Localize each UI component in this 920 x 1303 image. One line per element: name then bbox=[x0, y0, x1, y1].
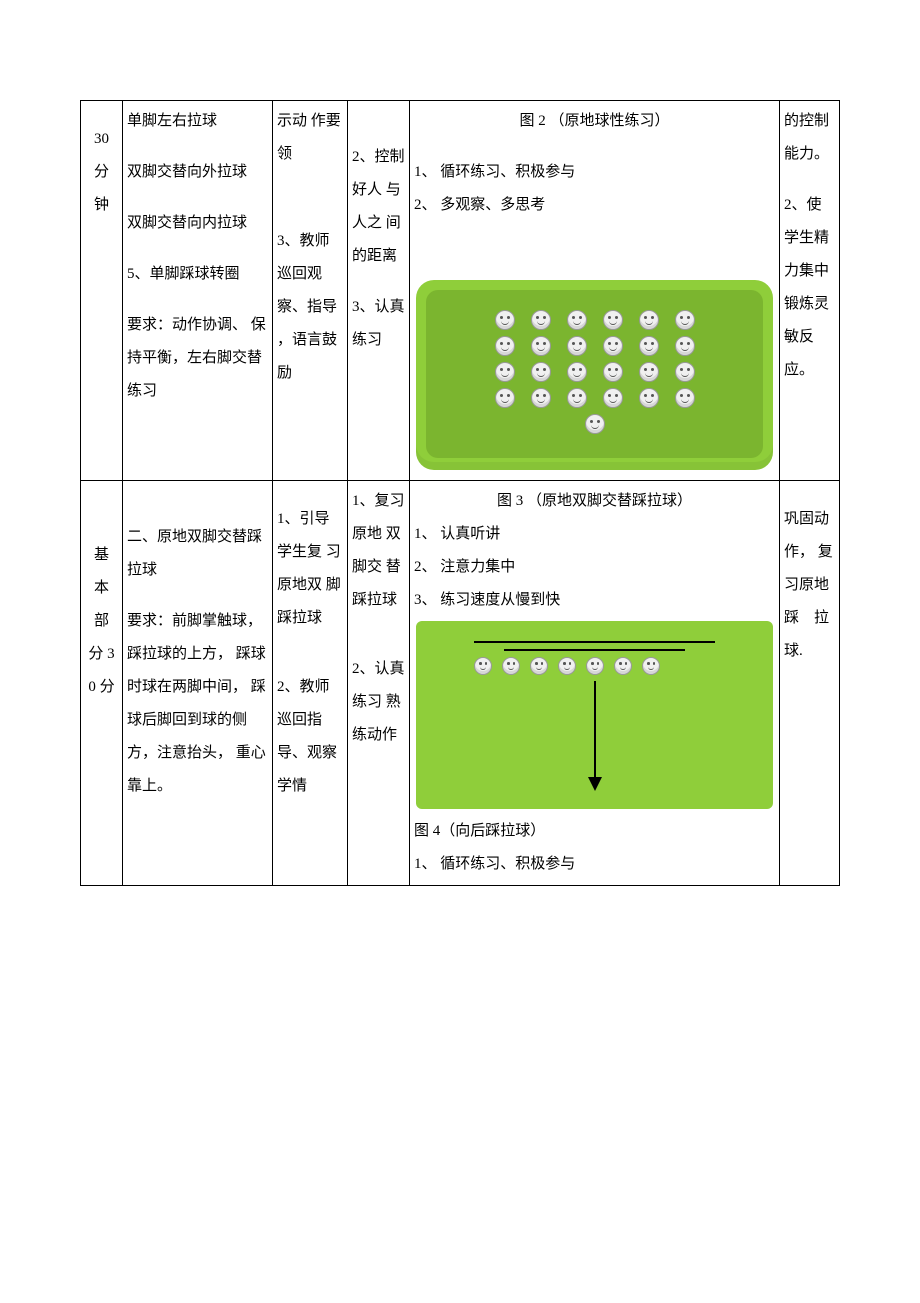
dot-row bbox=[436, 388, 753, 408]
student-dot-icon bbox=[502, 657, 520, 675]
field-line bbox=[504, 649, 685, 651]
figure-4-field bbox=[416, 621, 773, 809]
org-line: 1、 循环练习、积极参与 bbox=[414, 848, 775, 881]
student-dot-icon bbox=[495, 336, 515, 356]
cell-teach: 示动 作要领 3、教师巡回观 察、指导 ，语言鼓励 bbox=[273, 101, 348, 481]
dot-row bbox=[436, 362, 753, 382]
figure-caption: 图 3 （原地双脚交替踩拉球） bbox=[414, 485, 775, 518]
table-row: 基 本 部 分 30 分 二、原地双脚交替踩拉球 要求：前脚掌触球，踩拉球的上方… bbox=[81, 481, 840, 886]
learn-line: 3、认真练习 bbox=[352, 291, 405, 357]
content-requirement: 要求：动作协调、 保持平衡，左右脚交替练习 bbox=[127, 309, 268, 408]
content-line: 5、单脚踩球转圈 bbox=[127, 258, 268, 291]
student-dot-icon bbox=[675, 310, 695, 330]
teach-line: 2、教师巡回指 导、观察学情 bbox=[277, 671, 343, 803]
student-dot-icon bbox=[495, 362, 515, 382]
student-dot-icon bbox=[603, 388, 623, 408]
cell-teach: 1、引导学生复 习原地双 脚踩拉球 2、教师巡回指 导、观察学情 bbox=[273, 481, 348, 886]
cell-org: 图 2 （原地球性练习） 1、 循环练习、积极参与 2、 多观察、多思考 bbox=[410, 101, 780, 481]
student-dot-icon bbox=[531, 388, 551, 408]
student-dot-icon bbox=[614, 657, 632, 675]
teach-line: 示动 作要领 bbox=[277, 105, 343, 171]
content-requirement: 要求：前脚掌触球，踩拉球的上方， 踩球时球在两脚中间， 踩球后脚回到球的侧方，注… bbox=[127, 605, 268, 803]
student-dot-icon bbox=[603, 310, 623, 330]
student-dot-icon bbox=[675, 362, 695, 382]
cell-goal: 巩固动作， 复习原地踩 拉球. bbox=[780, 481, 840, 886]
student-dot-icon bbox=[675, 336, 695, 356]
student-dot-icon bbox=[531, 362, 551, 382]
org-line: 3、 练习速度从慢到快 bbox=[414, 584, 775, 617]
teach-line: 1、引导学生复 习原地双 脚踩拉球 bbox=[277, 503, 343, 635]
learn-line: 1、复习原地 双脚交 替踩拉球 bbox=[352, 485, 405, 617]
student-dot-icon bbox=[639, 310, 659, 330]
student-dot-icon bbox=[558, 657, 576, 675]
student-dot-icon bbox=[567, 310, 587, 330]
student-dot-icon bbox=[639, 388, 659, 408]
cell-learn: 1、复习原地 双脚交 替踩拉球 2、认真练习 熟练动作 bbox=[348, 481, 410, 886]
student-dot-icon bbox=[567, 336, 587, 356]
time-label: 基 本 部 分 30 分 bbox=[85, 539, 118, 704]
teach-line: 3、教师巡回观 察、指导 ，语言鼓励 bbox=[277, 225, 343, 390]
cell-learn: 2、控制好人 与人之 间的距离 3、认真练习 bbox=[348, 101, 410, 481]
student-dot-icon bbox=[474, 657, 492, 675]
student-dot-icon bbox=[675, 388, 695, 408]
student-dot-icon bbox=[495, 310, 515, 330]
content-line: 单脚左右拉球 bbox=[127, 105, 268, 138]
learn-line: 2、控制好人 与人之 间的距离 bbox=[352, 141, 405, 273]
student-dot-icon bbox=[586, 657, 604, 675]
cell-time: 基 本 部 分 30 分 bbox=[81, 481, 123, 886]
dot-row bbox=[436, 336, 753, 356]
dot-row bbox=[436, 414, 753, 434]
org-line: 1、 循环练习、积极参与 bbox=[414, 156, 775, 189]
org-line: 1、 认真听讲 bbox=[414, 518, 775, 551]
student-dot-icon bbox=[567, 362, 587, 382]
goal-line: 的控制能力。 bbox=[784, 105, 835, 171]
content-line: 双脚交替向外拉球 bbox=[127, 156, 268, 189]
field-line bbox=[474, 641, 715, 643]
cell-time: 30 分 钟 bbox=[81, 101, 123, 481]
cell-content: 二、原地双脚交替踩拉球 要求：前脚掌触球，踩拉球的上方， 踩球时球在两脚中间， … bbox=[123, 481, 273, 886]
student-dot-icon bbox=[530, 657, 548, 675]
student-dot-icon bbox=[585, 414, 605, 434]
student-dot-icon bbox=[642, 657, 660, 675]
page: 30 分 钟 单脚左右拉球 双脚交替向外拉球 双脚交替向内拉球 5、单脚踩球转圈… bbox=[0, 0, 920, 926]
content-line: 双脚交替向内拉球 bbox=[127, 207, 268, 240]
student-dot-icon bbox=[639, 362, 659, 382]
dot-row bbox=[436, 310, 753, 330]
figure-3-inner bbox=[426, 290, 763, 458]
student-dot-icon bbox=[531, 310, 551, 330]
student-dot-icon bbox=[603, 362, 623, 382]
figure-3-field bbox=[416, 280, 773, 470]
goal-line: 2、使学生精力集中锻炼灵敏反应。 bbox=[784, 189, 835, 387]
cell-content: 单脚左右拉球 双脚交替向外拉球 双脚交替向内拉球 5、单脚踩球转圈 要求：动作协… bbox=[123, 101, 273, 481]
arrow-down-icon bbox=[434, 681, 755, 791]
cell-goal: 的控制能力。 2、使学生精力集中锻炼灵敏反应。 bbox=[780, 101, 840, 481]
figure-caption: 图 4（向后踩拉球） bbox=[414, 815, 775, 848]
cell-org: 图 3 （原地双脚交替踩拉球） 1、 认真听讲 2、 注意力集中 3、 练习速度… bbox=[410, 481, 780, 886]
figure-caption: 图 2 （原地球性练习） bbox=[414, 105, 775, 138]
learn-line: 2、认真练习 熟练动作 bbox=[352, 653, 405, 752]
dot-row bbox=[434, 657, 755, 675]
org-line: 2、 多观察、多思考 bbox=[414, 189, 775, 222]
lesson-table: 30 分 钟 单脚左右拉球 双脚交替向外拉球 双脚交替向内拉球 5、单脚踩球转圈… bbox=[80, 100, 840, 886]
content-line: 二、原地双脚交替踩拉球 bbox=[127, 521, 268, 587]
student-dot-icon bbox=[567, 388, 587, 408]
org-line: 2、 注意力集中 bbox=[414, 551, 775, 584]
time-label: 30 分 钟 bbox=[85, 123, 118, 222]
table-row: 30 分 钟 单脚左右拉球 双脚交替向外拉球 双脚交替向内拉球 5、单脚踩球转圈… bbox=[81, 101, 840, 481]
student-dot-icon bbox=[531, 336, 551, 356]
student-dot-icon bbox=[603, 336, 623, 356]
student-dot-icon bbox=[639, 336, 659, 356]
goal-line: 巩固动作， 复习原地踩 拉球. bbox=[784, 503, 835, 668]
student-dot-icon bbox=[495, 388, 515, 408]
